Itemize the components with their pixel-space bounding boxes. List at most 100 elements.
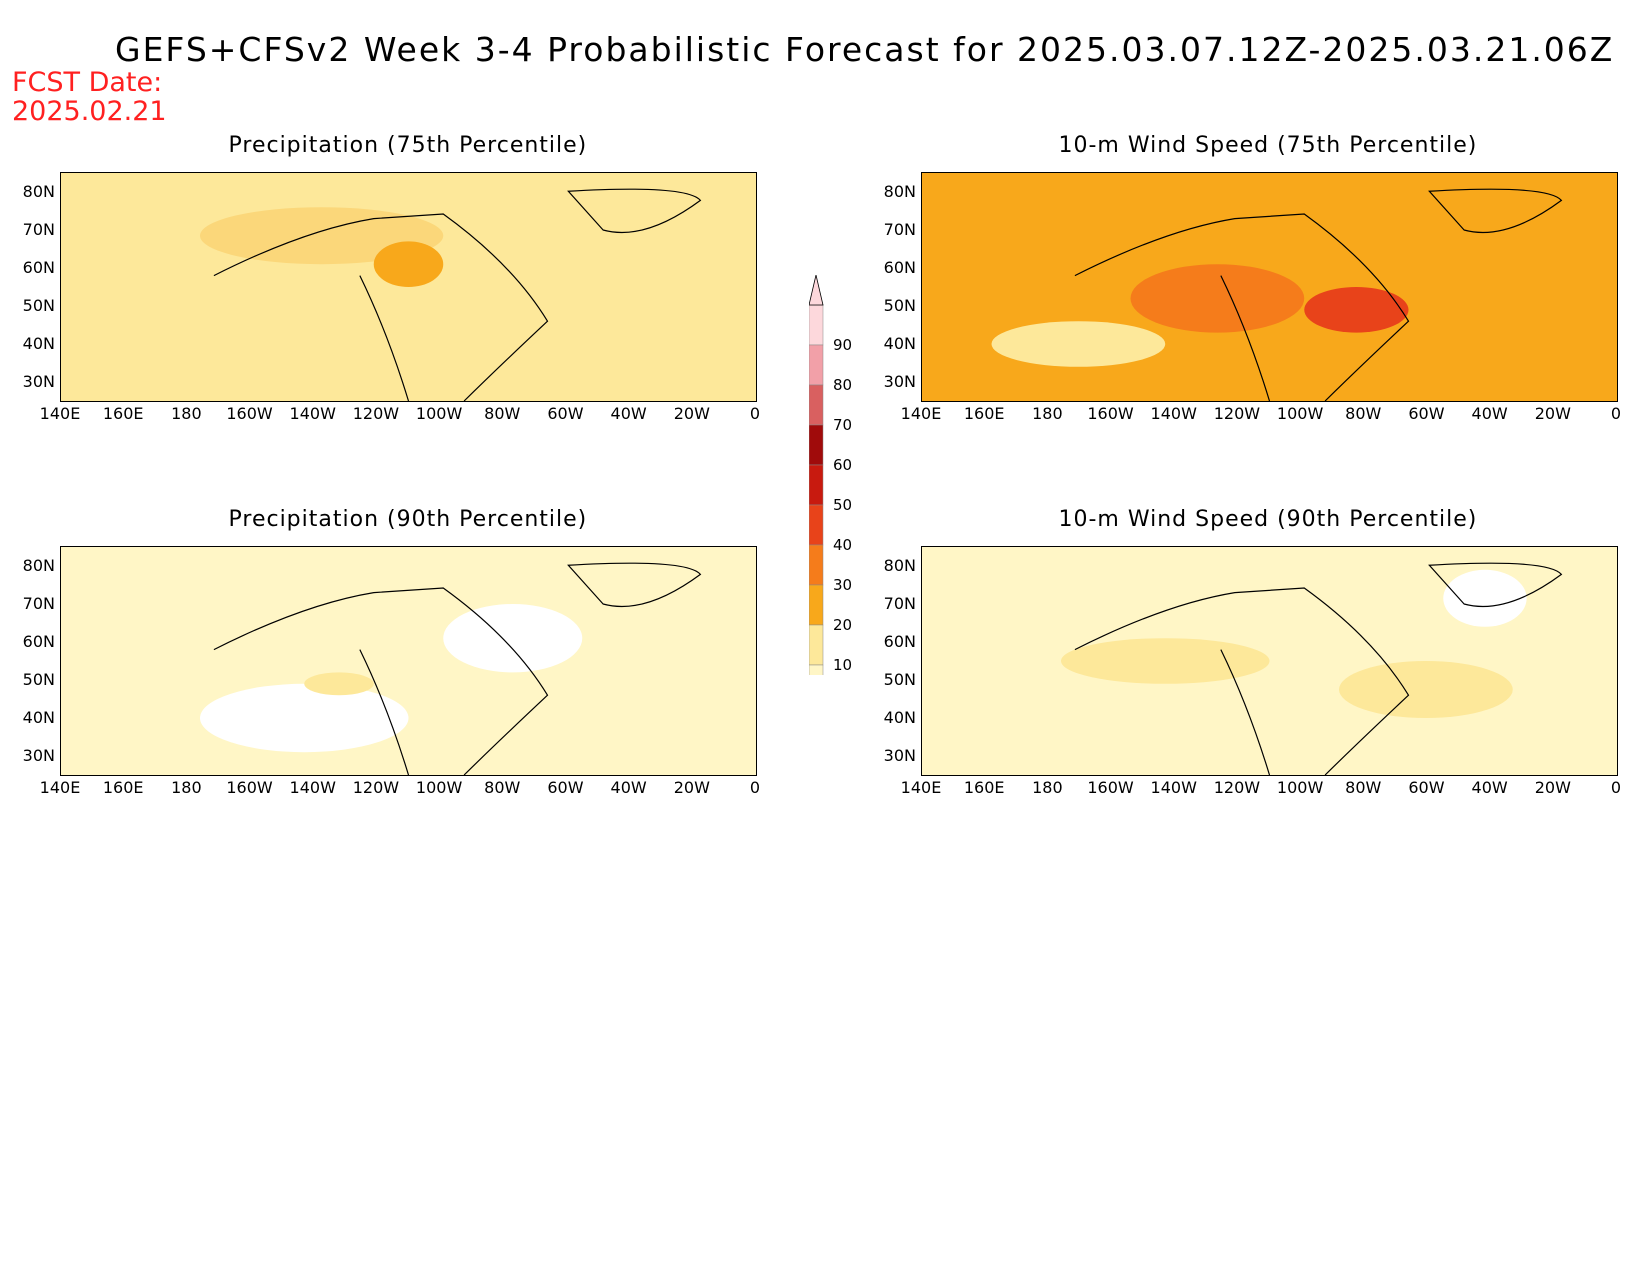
lon-label: 100W xyxy=(1276,404,1324,423)
colorbar-segment xyxy=(809,304,824,346)
lon-label: 40W xyxy=(1471,778,1508,797)
lat-label: 60N xyxy=(22,632,55,651)
lon-label: 20W xyxy=(1534,778,1571,797)
colorbar-level-label: 20 xyxy=(833,616,853,634)
lon-label: 140W xyxy=(1150,778,1197,797)
lon-label: 140E xyxy=(900,778,942,797)
forecast-region xyxy=(1061,638,1270,684)
colorbar-segment xyxy=(809,464,824,506)
map-panel xyxy=(921,546,1618,776)
lon-label: 160W xyxy=(1087,778,1134,797)
lon-label: 40W xyxy=(610,404,647,423)
lon-label: 140E xyxy=(39,778,81,797)
lat-label: 80N xyxy=(22,182,55,201)
lon-label: 20W xyxy=(673,778,710,797)
colorbar-level-label: 60 xyxy=(833,456,853,474)
colorbar-segment xyxy=(809,384,824,426)
map-background xyxy=(61,547,756,775)
lon-label: 140W xyxy=(1150,404,1197,423)
lon-label: 100W xyxy=(415,778,463,797)
lat-label: 30N xyxy=(883,746,916,765)
colorbar-segment xyxy=(809,544,824,586)
lat-label: 40N xyxy=(883,334,916,353)
lon-label: 0 xyxy=(1610,778,1622,797)
colorbar-level-label: 10 xyxy=(833,656,853,674)
colorbar-top-arrow xyxy=(809,275,824,306)
lat-label: 40N xyxy=(22,708,55,727)
lat-label: 50N xyxy=(883,670,916,689)
forecast-region xyxy=(269,298,444,356)
lon-label: 0 xyxy=(749,778,761,797)
lat-label: 30N xyxy=(22,372,55,391)
lat-label: 50N xyxy=(883,296,916,315)
lat-label: 40N xyxy=(883,708,916,727)
lon-label: 60W xyxy=(1408,404,1445,423)
lon-label: 120W xyxy=(352,778,400,797)
lat-label: 60N xyxy=(22,258,55,277)
colorbar-level-label: 70 xyxy=(833,416,853,434)
colorbar-level-label: 30 xyxy=(833,576,853,594)
map-field xyxy=(61,547,756,775)
lon-label: 120W xyxy=(1213,404,1261,423)
colorbar-segment xyxy=(809,424,824,466)
panel-title: 10-m Wind Speed (90th Percentile) xyxy=(1058,507,1478,532)
lat-label: 70N xyxy=(883,220,916,239)
map-panel xyxy=(921,172,1618,402)
lon-label: 160E xyxy=(963,404,1005,423)
coastline xyxy=(1074,188,1563,401)
forecast-region xyxy=(443,604,583,673)
colorbar-level-label: 90 xyxy=(833,336,853,354)
forecast-region xyxy=(304,672,374,696)
lon-label: 60W xyxy=(1408,778,1445,797)
lon-label: 20W xyxy=(1534,404,1571,423)
lon-label: 160E xyxy=(102,404,144,423)
lon-label: 140W xyxy=(289,404,336,423)
coastline xyxy=(1074,562,1563,775)
lon-label: 40W xyxy=(610,778,647,797)
colorbar-segment xyxy=(809,504,824,546)
lon-label: 120W xyxy=(1213,778,1261,797)
lon-label: 120W xyxy=(352,404,400,423)
panel-title: Precipitation (90th Percentile) xyxy=(228,507,588,532)
panel-title: Precipitation (75th Percentile) xyxy=(228,133,588,158)
colorbar-segment xyxy=(809,584,824,626)
map-panel xyxy=(60,546,757,776)
lon-label: 80W xyxy=(484,404,521,423)
lat-label: 80N xyxy=(22,556,55,575)
colorbar xyxy=(809,275,824,675)
forecast-region xyxy=(1304,287,1409,333)
colorbar-level-label: 40 xyxy=(833,536,853,554)
colorbar-level-label: 80 xyxy=(833,376,853,394)
colorbar-segment xyxy=(809,624,824,666)
lon-label: 180 xyxy=(171,778,202,797)
lon-label: 160W xyxy=(226,778,273,797)
lat-label: 50N xyxy=(22,296,55,315)
lon-label: 60W xyxy=(547,404,584,423)
map-field xyxy=(922,173,1617,401)
colorbar-segment xyxy=(809,664,824,675)
lat-label: 70N xyxy=(22,220,55,239)
lon-label: 140E xyxy=(39,404,81,423)
fcst-date-label: FCST Date: xyxy=(12,67,163,98)
forecast-region xyxy=(1130,264,1305,333)
lon-label: 140E xyxy=(900,404,942,423)
lon-label: 180 xyxy=(1032,404,1063,423)
forecast-region xyxy=(1339,661,1513,718)
lon-label: 160W xyxy=(1087,404,1134,423)
lon-label: 80W xyxy=(1345,404,1382,423)
fcst-date-block: FCST Date: 2025.02.21 xyxy=(12,68,167,126)
lon-label: 40W xyxy=(1471,404,1508,423)
lon-label: 20W xyxy=(673,404,710,423)
lon-label: 80W xyxy=(1345,778,1382,797)
map-panel xyxy=(60,172,757,402)
forecast-region xyxy=(991,321,1166,367)
map-background xyxy=(61,173,756,401)
lon-label: 160W xyxy=(226,404,273,423)
lon-label: 180 xyxy=(171,404,202,423)
fcst-date-value: 2025.02.21 xyxy=(12,96,167,127)
lon-label: 60W xyxy=(547,778,584,797)
lon-label: 180 xyxy=(1032,778,1063,797)
lat-label: 30N xyxy=(22,746,55,765)
lon-label: 100W xyxy=(415,404,463,423)
map-field xyxy=(61,173,756,401)
